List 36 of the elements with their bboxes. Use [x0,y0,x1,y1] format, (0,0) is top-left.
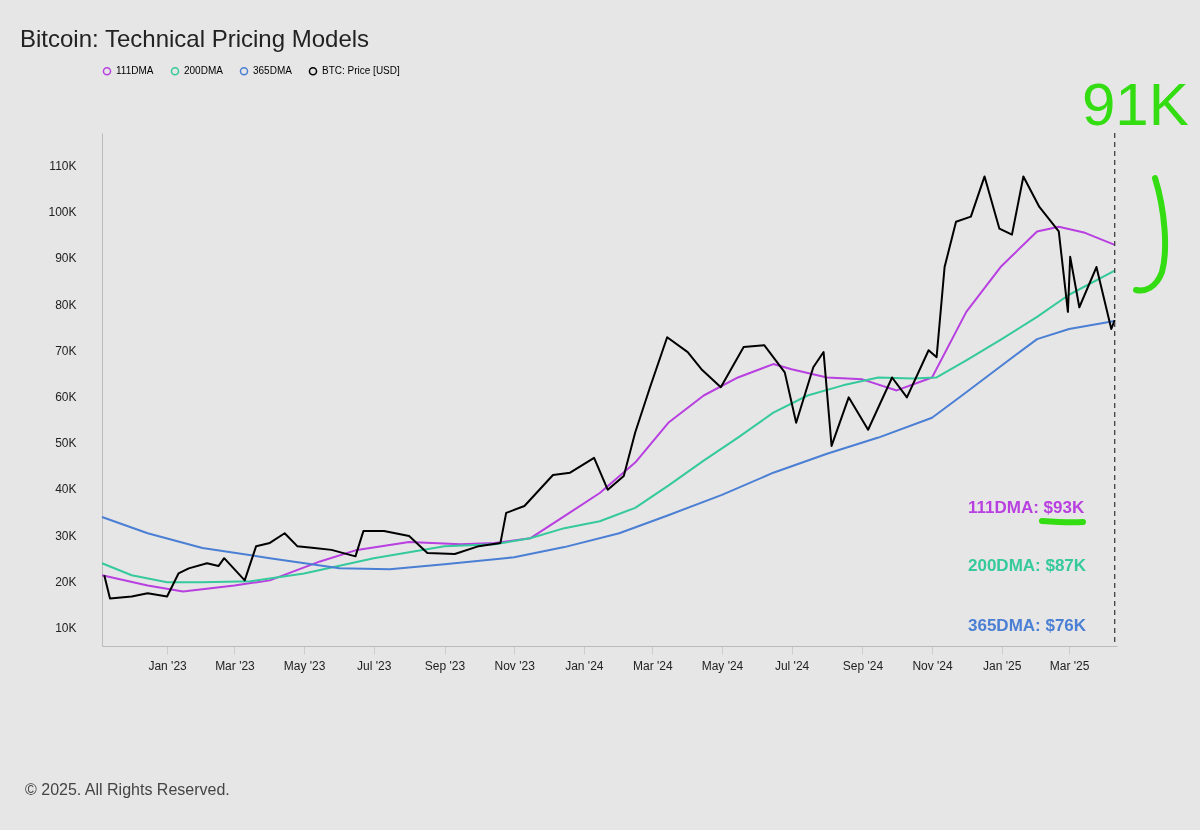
legend-label: 111DMA [116,65,154,77]
chart-title: Bitcoin: Technical Pricing Models [20,25,370,52]
legend-label: 365DMA [253,65,293,77]
x-tick-label: Sep '23 [424,658,466,673]
legend-label: 200DMA [184,65,224,77]
x-tick-label: Mar '24 [632,658,673,673]
x-tick-label: Jan '25 [983,658,1022,673]
y-tick-label: 50K [55,436,77,451]
annotation: 365DMA: $76K [968,616,1087,636]
annotation: 91K [1082,70,1189,139]
text: © 2025. All Rights Reserved. [25,781,230,799]
y-tick-label: 80K [55,297,77,312]
y-tick-label: 110K [49,158,77,173]
x-tick-label: Nov '24 [912,658,954,673]
line-series [101,320,1116,571]
x-tick-label: Jan '24 [565,658,604,673]
y-tick-label: 70K [55,343,77,358]
annotation: 200DMA: $87K [968,556,1087,576]
y-tick-label: 10K [55,621,77,636]
y-tick-label: 30K [55,528,77,543]
x-tick-label: Jul '23 [357,658,392,673]
y-tick-label: 20K [55,574,77,589]
y-tick-label: 100K [48,205,77,220]
x-tick-label: Jul '24 [774,658,810,673]
x-tick-label: Nov '23 [494,658,536,673]
x-tick-label: Mar '25 [1049,658,1090,673]
x-tick-label: Sep '24 [842,658,884,673]
x-tick-label: Jan '23 [148,658,188,673]
x-tick-label: Mar '23 [215,658,256,673]
legend-label: BTC: Price [USD] [322,65,401,77]
x-tick-label: May '23 [283,658,326,673]
y-tick-label: 60K [55,389,77,404]
y-tick-label: 40K [55,482,77,497]
annotation: 111DMA: $93K [968,498,1085,518]
x-tick-label: May '24 [701,658,744,673]
y-tick-label: 90K [55,251,77,266]
